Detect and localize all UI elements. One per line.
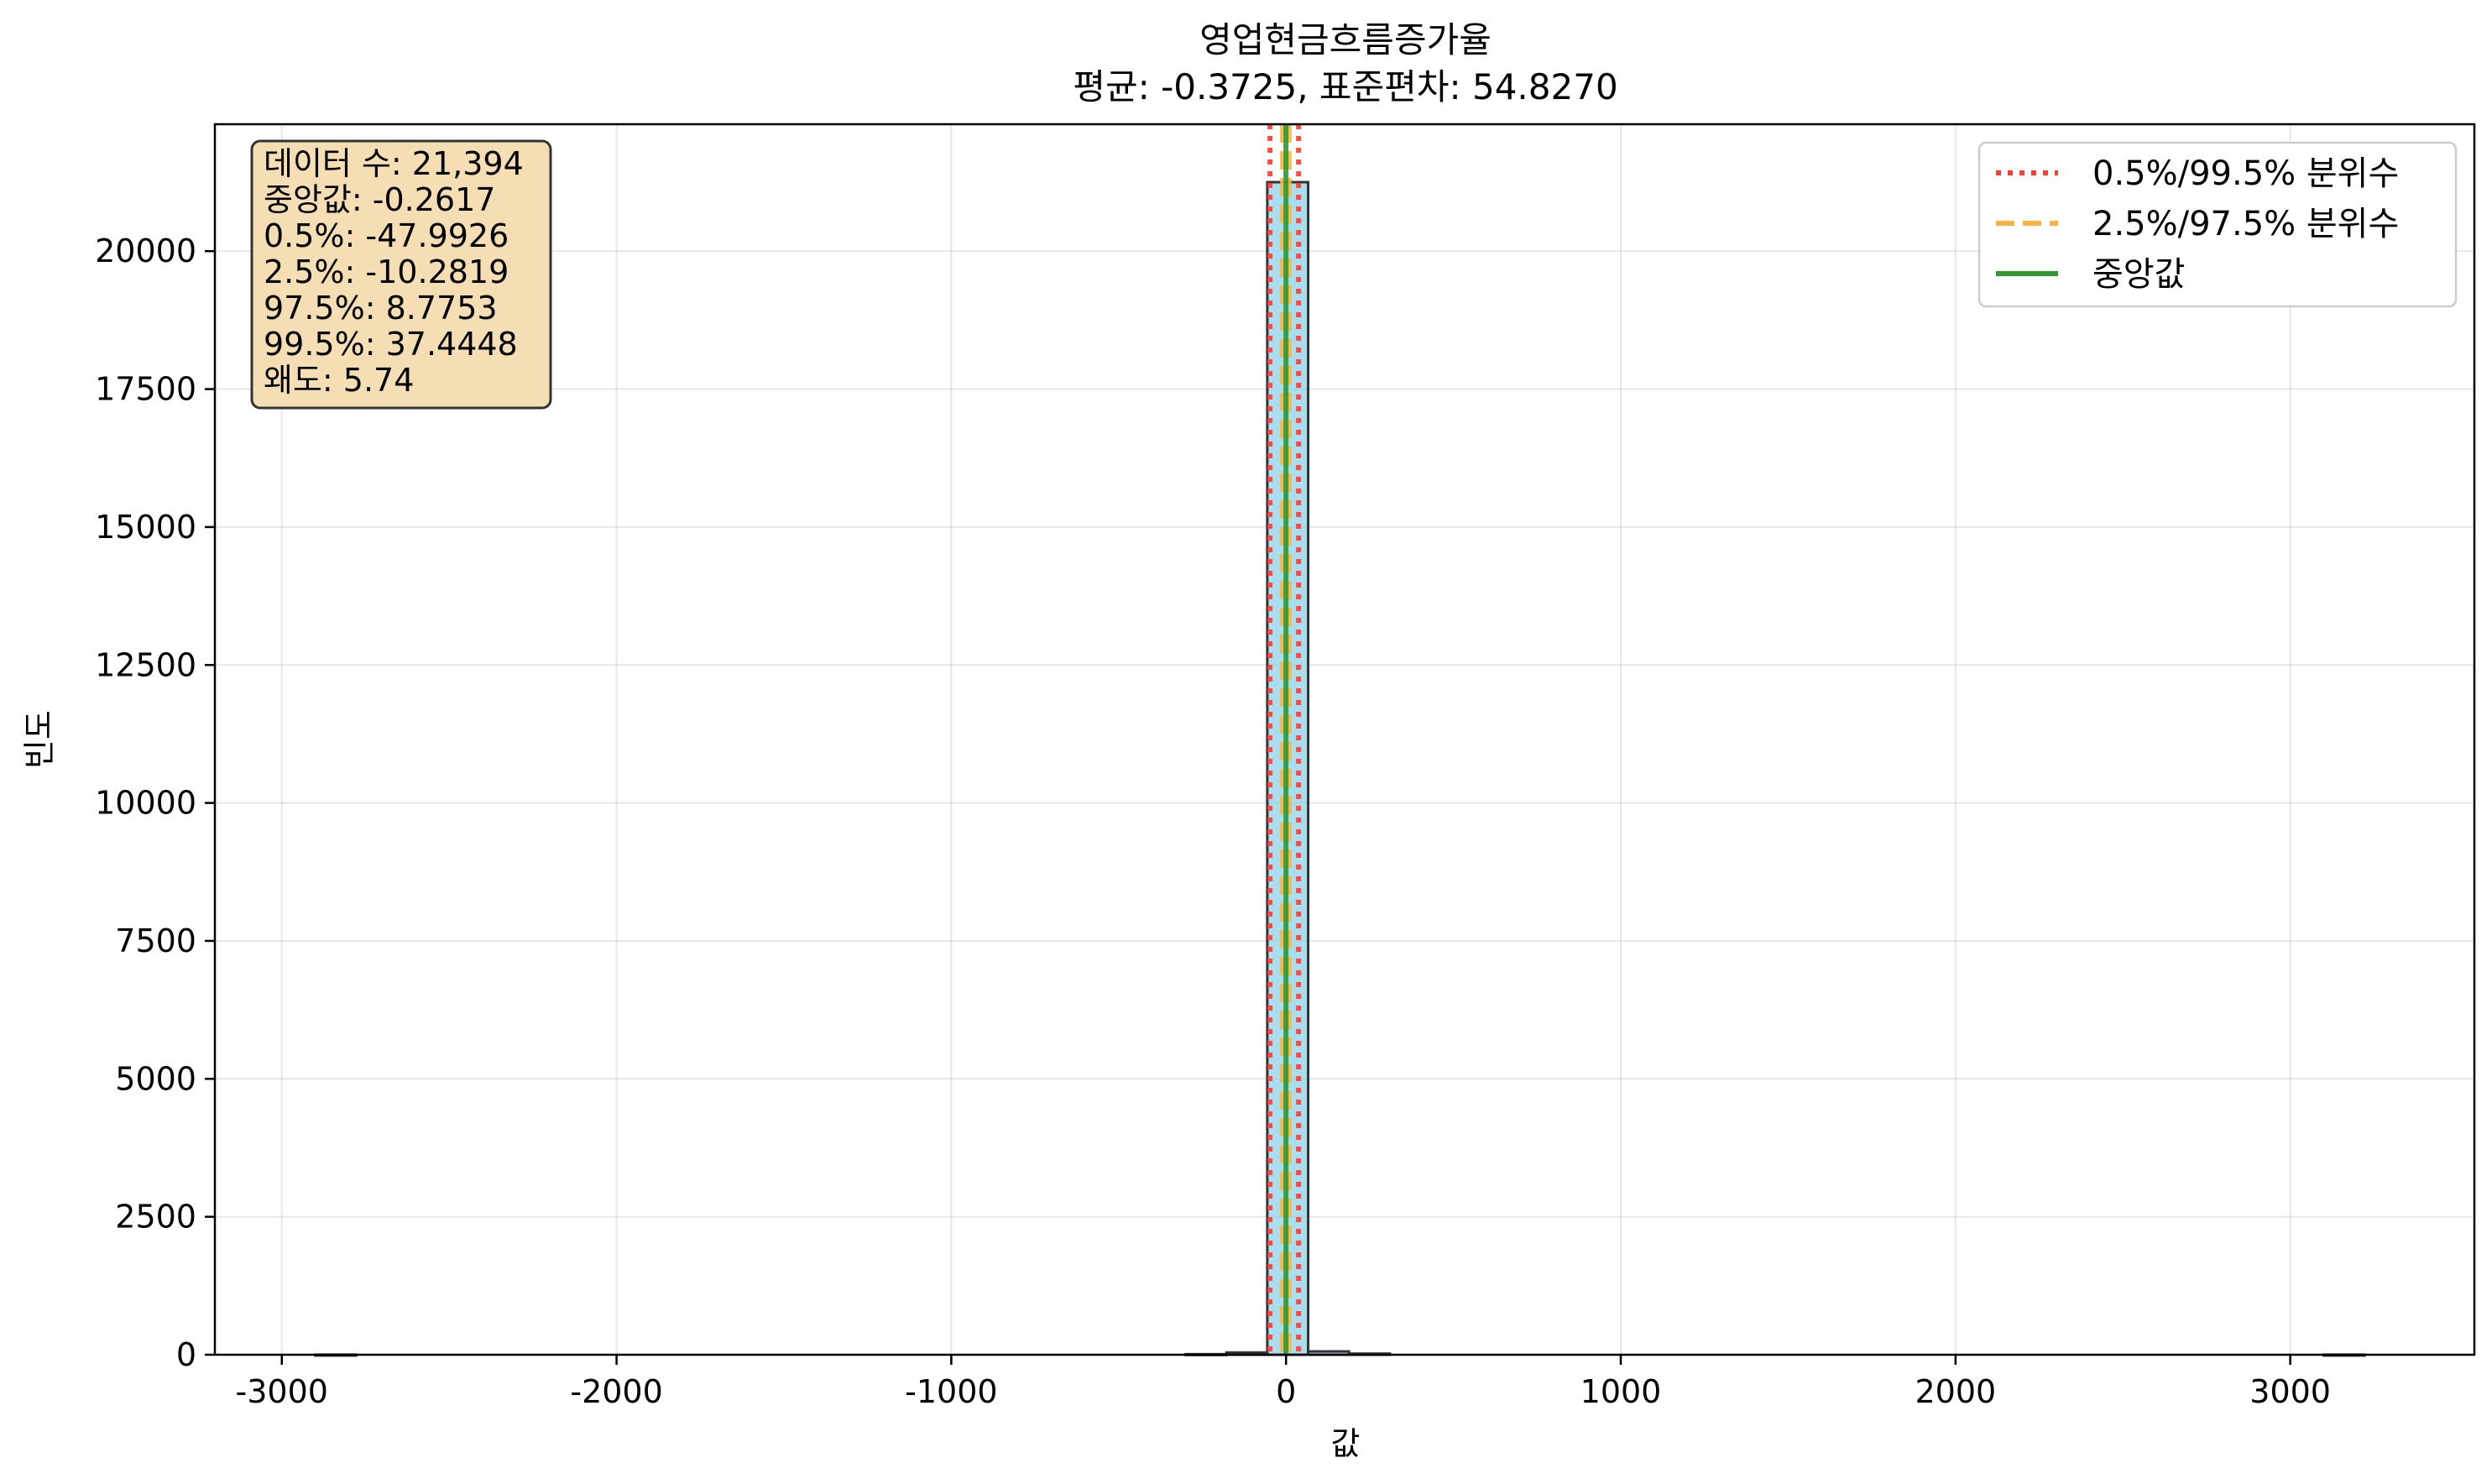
y-tick-label: 10000 xyxy=(95,785,196,822)
stats-line: 데이터 수: 21,394 xyxy=(264,145,524,182)
stats-line: 97.5%: 8.7753 xyxy=(264,290,498,327)
legend: 0.5%/99.5% 분위수 2.5%/97.5% 분위수 중앙값 xyxy=(1977,141,2458,308)
stats-box: 데이터 수: 21,394 중앙값: -0.2617 0.5%: -47.992… xyxy=(250,139,552,410)
y-tick-label: 0 xyxy=(176,1336,196,1373)
y-tick-label: 7500 xyxy=(115,922,196,959)
x-axis-ticks: -3000 -2000 -1000 0 1000 2000 3000 xyxy=(236,1355,2331,1410)
y-tick-label: 20000 xyxy=(95,233,196,269)
y-tick-label: 2500 xyxy=(115,1199,196,1236)
quantile-lines xyxy=(1267,124,1302,1355)
x-tick-label: 0 xyxy=(1276,1373,1296,1410)
legend-label: 0.5%/99.5% 분위수 xyxy=(2092,154,2399,193)
x-axis-label: 값 xyxy=(1331,1425,1361,1462)
x-tick-label: 2000 xyxy=(1915,1373,1996,1410)
y-axis-label: 빈도 xyxy=(21,710,58,769)
plot-frame xyxy=(213,123,2476,1356)
stats-line: 중앙값: -0.2617 xyxy=(264,181,495,218)
x-tick-label: 3000 xyxy=(2249,1373,2331,1410)
x-tick-label: -1000 xyxy=(905,1373,997,1410)
legend-box xyxy=(1977,141,2458,308)
x-tick-label: -2000 xyxy=(570,1373,662,1410)
stats-box-background xyxy=(250,139,552,410)
chart-subtitle: 평균: -0.3725, 표준편차: 54.8270 xyxy=(1073,66,1617,107)
stats-line: 2.5%: -10.2819 xyxy=(264,253,509,290)
grid xyxy=(215,124,2474,1356)
x-tick-label: -3000 xyxy=(236,1373,328,1410)
y-tick-label: 15000 xyxy=(95,509,196,546)
stats-line: 0.5%: -47.9926 xyxy=(264,217,509,254)
y-axis-ticks: 0 2500 5000 7500 10000 12500 15000 17500 20000 xyxy=(95,233,215,1373)
y-tick-label: 12500 xyxy=(95,646,196,683)
bars xyxy=(314,180,2366,1357)
stats-line: 왜도: 5.74 xyxy=(264,362,414,399)
legend-label: 2.5%/97.5% 분위수 xyxy=(2092,205,2399,243)
x-tick-label: 1000 xyxy=(1580,1373,1662,1410)
stats-line: 99.5%: 37.4448 xyxy=(264,326,518,363)
y-tick-label: 5000 xyxy=(115,1060,196,1097)
chart-title: 영업현금흐름증가율 xyxy=(1199,19,1492,60)
y-tick-label: 17500 xyxy=(95,371,196,408)
legend-label: 중앙값 xyxy=(2092,255,2185,294)
